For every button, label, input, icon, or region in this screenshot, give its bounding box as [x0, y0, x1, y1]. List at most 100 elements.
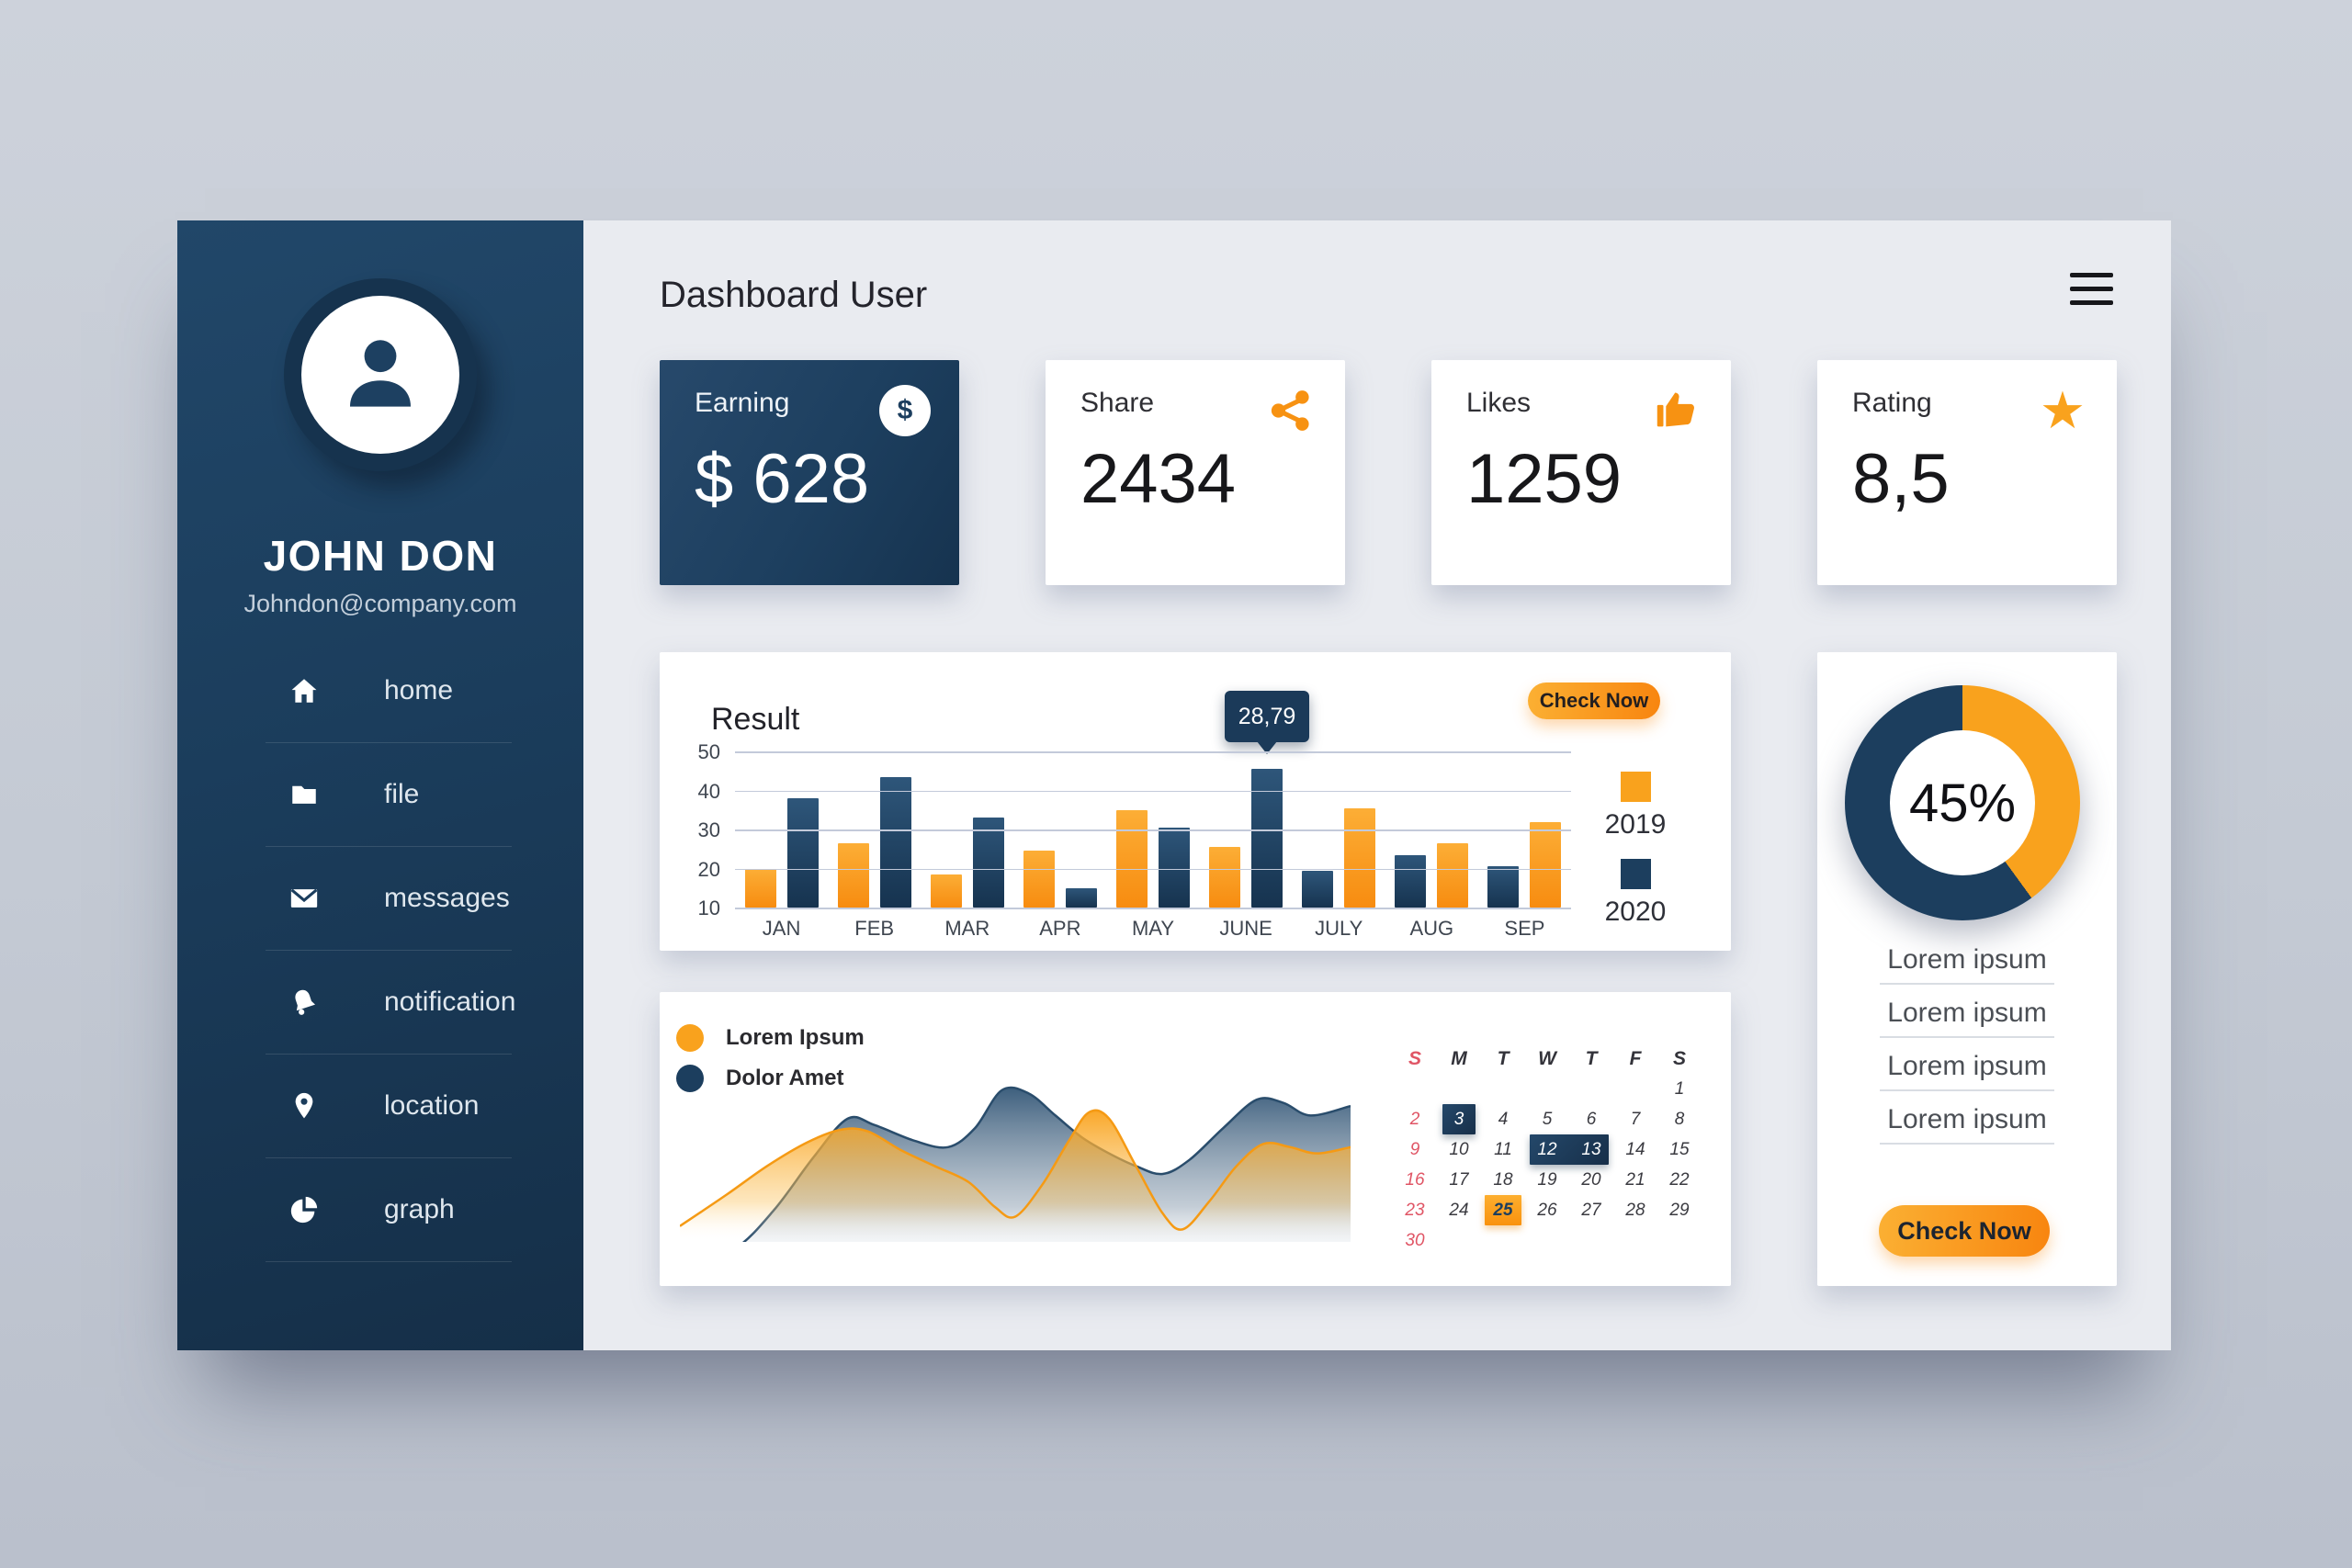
- calendar-day-empty: [1437, 1074, 1481, 1104]
- calendar-day[interactable]: 4: [1498, 1109, 1509, 1129]
- list-divider: [1880, 1036, 2054, 1038]
- calendar-day[interactable]: 6: [1586, 1109, 1597, 1129]
- calendar-day[interactable]: 1: [1674, 1078, 1685, 1099]
- y-axis-label: 40: [697, 779, 720, 803]
- sidebar-item-graph[interactable]: graph: [266, 1158, 512, 1262]
- calendar-day-header: T: [1585, 1047, 1598, 1069]
- calendar-day[interactable]: 24: [1449, 1200, 1469, 1220]
- calendar-day[interactable]: 5: [1542, 1109, 1553, 1129]
- calendar-day[interactable]: 2: [1409, 1109, 1420, 1129]
- calendar-day-header: F: [1629, 1047, 1642, 1069]
- calendar-day[interactable]: 21: [1625, 1169, 1645, 1190]
- sidebar-item-location[interactable]: location: [266, 1055, 512, 1158]
- sidebar-item-messages[interactable]: messages: [266, 847, 512, 951]
- gridline: [735, 751, 1571, 753]
- stat-label: Likes: [1466, 388, 1532, 418]
- hamburger-menu-icon[interactable]: [2070, 273, 2113, 305]
- calendar-day[interactable]: 17: [1449, 1169, 1469, 1190]
- calendar-day[interactable]: 27: [1581, 1200, 1601, 1220]
- gridline: [735, 829, 1571, 831]
- calendar-day[interactable]: 22: [1669, 1169, 1690, 1190]
- x-axis-label: JUNE: [1219, 917, 1272, 940]
- y-axis-label: 20: [697, 857, 720, 881]
- sidebar-item-notification[interactable]: notification: [266, 951, 515, 1055]
- x-axis-labels: JAN FEB MAR APR MAY JUNE JULY AUG SEP: [735, 917, 1571, 941]
- bar-2019-aug[interactable]: [1437, 842, 1469, 908]
- dollar-icon: $: [878, 384, 932, 437]
- bar-2019-jan[interactable]: [744, 868, 776, 908]
- list-divider: [1880, 1089, 2054, 1091]
- stat-card-earning: Earning $ $ 628: [660, 360, 959, 585]
- bar-2019-july[interactable]: [1344, 807, 1376, 908]
- calendar-day[interactable]: 25: [1481, 1195, 1525, 1225]
- bar-2019-sep[interactable]: [1530, 821, 1562, 908]
- envelope-icon: [288, 883, 320, 914]
- tooltip-arrow: [1257, 741, 1277, 754]
- thumbs-up-icon: [1650, 384, 1703, 437]
- area-chart-card: Lorem Ipsum Dolor Amet: [660, 992, 1731, 1286]
- calendar-day-header: S: [1408, 1047, 1421, 1069]
- bar-2019-may[interactable]: [1115, 809, 1148, 908]
- bar-2020-may[interactable]: [1158, 827, 1190, 908]
- star-icon: ★: [2039, 381, 2086, 439]
- calendar-day-empty: [1481, 1074, 1525, 1104]
- check-now-button[interactable]: Check Now: [1528, 682, 1660, 719]
- calendar-day[interactable]: 18: [1493, 1169, 1513, 1190]
- calendar-day-header: W: [1538, 1047, 1556, 1069]
- sidebar-item-home[interactable]: home: [266, 639, 512, 743]
- bar-2019-feb[interactable]: [837, 842, 869, 908]
- calendar-day[interactable]: 16: [1405, 1169, 1425, 1190]
- bar-2019-june[interactable]: [1209, 847, 1241, 908]
- bar-2020-july[interactable]: [1302, 870, 1334, 908]
- calendar-day[interactable]: 9: [1409, 1139, 1420, 1159]
- calendar-day[interactable]: 13: [1581, 1139, 1601, 1159]
- sidebar: JOHN DON Johndon@company.com home file: [177, 220, 583, 1350]
- sidebar-nav: home file messages: [266, 639, 515, 1262]
- calendar-day[interactable]: 28: [1625, 1200, 1645, 1220]
- area-legend-dolor: Dolor Amet: [676, 1065, 843, 1092]
- sidebar-item-label: graph: [384, 1194, 455, 1224]
- calendar-day[interactable]: 19: [1537, 1169, 1557, 1190]
- page-title: Dashboard User: [660, 274, 928, 315]
- stat-value: 1259: [1466, 440, 1623, 518]
- calendar-day[interactable]: 23: [1405, 1200, 1425, 1220]
- calendar-day[interactable]: 7: [1630, 1109, 1641, 1129]
- dashboard-window: JOHN DON Johndon@company.com home file: [177, 220, 2171, 1350]
- legend-swatch-2019: [1620, 772, 1651, 802]
- calendar-day[interactable]: 14: [1625, 1139, 1645, 1159]
- calendar-day-header: T: [1497, 1047, 1510, 1069]
- calendar-day[interactable]: 15: [1669, 1139, 1690, 1159]
- bar-2020-aug[interactable]: [1395, 854, 1427, 908]
- bar-2019-mar[interactable]: [930, 874, 962, 908]
- gridline: [735, 868, 1571, 870]
- calendar-day[interactable]: 29: [1669, 1200, 1690, 1220]
- home-icon: [288, 675, 320, 706]
- calendar-day-header: M: [1451, 1047, 1467, 1069]
- calendar-day[interactable]: 10: [1449, 1139, 1469, 1159]
- bar-2020-mar[interactable]: [972, 818, 1004, 908]
- bar-2020-sep[interactable]: [1487, 866, 1520, 908]
- check-now-button[interactable]: Check Now: [1879, 1205, 2050, 1257]
- sidebar-item-label: location: [384, 1090, 480, 1121]
- calendar-day[interactable]: 30: [1405, 1230, 1425, 1250]
- bar-group: [930, 751, 1004, 908]
- calendar-day[interactable]: 12: [1525, 1134, 1609, 1165]
- bar-2020-june[interactable]: [1251, 769, 1283, 908]
- sidebar-item-file[interactable]: file: [266, 743, 512, 847]
- calendar-day[interactable]: 8: [1674, 1109, 1685, 1129]
- sidebar-item-label: messages: [384, 883, 510, 913]
- calendar-day[interactable]: 3: [1437, 1104, 1481, 1134]
- bar-2020-apr[interactable]: [1065, 887, 1097, 908]
- calendar-day-empty: [1393, 1074, 1437, 1104]
- user-email: Johndon@company.com: [243, 590, 517, 617]
- calendar-day[interactable]: 20: [1581, 1169, 1601, 1190]
- calendar-day[interactable]: 11: [1494, 1139, 1512, 1159]
- bar-2019-apr[interactable]: [1023, 851, 1055, 908]
- area-chart: [680, 1086, 1351, 1242]
- stat-label: Rating: [1852, 388, 1932, 418]
- bar-2020-jan[interactable]: [786, 798, 819, 908]
- bar-2020-feb[interactable]: [879, 776, 911, 908]
- legend-dot-orange: [676, 1024, 704, 1052]
- calendar-day[interactable]: 26: [1537, 1200, 1557, 1220]
- x-axis-label: FEB: [854, 917, 895, 940]
